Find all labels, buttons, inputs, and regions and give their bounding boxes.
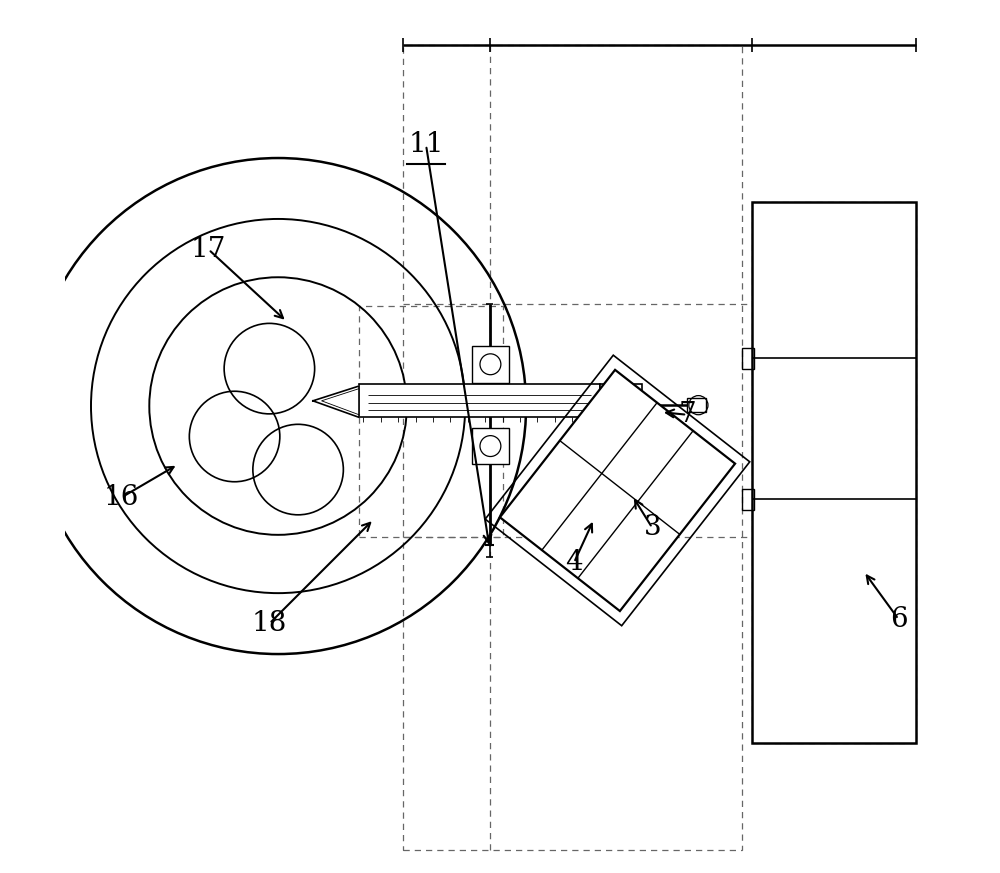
Bar: [742, 347, 754, 368]
Bar: [472, 428, 509, 464]
Text: 18: 18: [252, 610, 287, 637]
Bar: [752, 202, 916, 743]
Bar: [403, 45, 742, 849]
Bar: [752, 202, 916, 743]
Bar: [500, 370, 735, 611]
Bar: [359, 306, 503, 537]
Text: 7: 7: [678, 402, 696, 429]
Text: 16: 16: [104, 484, 139, 511]
Bar: [742, 489, 754, 510]
Bar: [359, 384, 600, 417]
Text: 4: 4: [565, 549, 583, 576]
Text: 6: 6: [890, 606, 907, 633]
Text: 3: 3: [643, 514, 661, 541]
Text: 17: 17: [191, 236, 226, 263]
Bar: [485, 355, 750, 626]
Bar: [687, 398, 706, 412]
Bar: [600, 384, 642, 426]
Polygon shape: [313, 386, 359, 417]
Bar: [472, 346, 509, 382]
Text: 11: 11: [408, 132, 444, 159]
